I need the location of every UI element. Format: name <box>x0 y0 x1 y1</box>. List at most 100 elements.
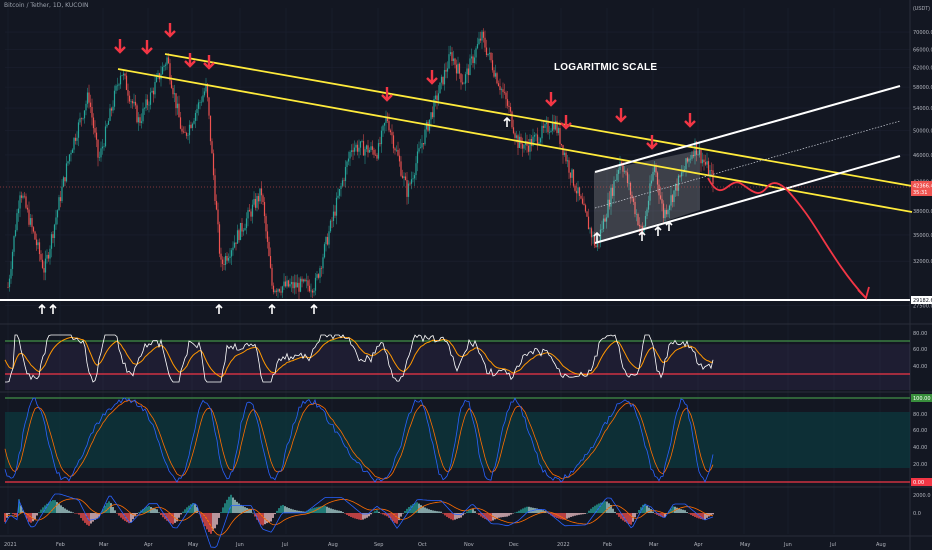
candle-body <box>337 195 339 198</box>
buy-arrow-head <box>665 220 673 226</box>
candle-body <box>224 256 227 265</box>
candle-body <box>389 130 392 133</box>
macd-histogram-bar <box>424 507 426 513</box>
candle-body <box>155 76 158 82</box>
macd-histogram-bar <box>570 513 572 517</box>
candle-body <box>118 84 120 86</box>
trend-lines[interactable] <box>0 53 913 301</box>
macd-histogram-bar <box>8 513 10 515</box>
candle-body <box>383 123 386 126</box>
candle-body <box>169 63 171 81</box>
candle-body <box>185 132 188 136</box>
candle-body <box>698 149 701 155</box>
candle-body <box>371 146 374 150</box>
macd-histogram-bar <box>66 509 68 513</box>
candle-body <box>400 161 402 176</box>
macd-histogram-bar <box>124 513 126 521</box>
candle-body <box>43 267 45 273</box>
macd-histogram-bar <box>590 508 592 513</box>
macd-histogram-bar <box>494 513 496 520</box>
candle-body <box>62 177 65 187</box>
candle-body <box>475 48 477 58</box>
candle-body <box>433 99 435 118</box>
macd-histogram-bar <box>272 513 274 518</box>
macd-histogram-bar <box>440 511 442 513</box>
macd-histogram-bar <box>290 508 292 513</box>
sell-arrow-head <box>426 77 438 85</box>
candle-body <box>137 117 140 123</box>
macd-histogram-bar <box>542 510 544 513</box>
macd-histogram-bar <box>18 499 20 513</box>
candle-body <box>146 99 149 106</box>
candle-body <box>533 135 536 137</box>
candle-body <box>671 195 674 203</box>
macd-histogram-bar <box>398 513 400 521</box>
macd-histogram-bar <box>390 513 392 520</box>
macd-histogram-bar <box>172 513 174 525</box>
macd-histogram-bar <box>38 512 40 513</box>
candle-body <box>103 146 105 147</box>
y-tick-label: 58000.0 <box>913 85 932 91</box>
macd-histogram-bar <box>20 505 22 513</box>
candle-body <box>290 281 293 285</box>
macd-histogram-bar <box>112 507 114 513</box>
candle-body <box>283 281 285 287</box>
candle-body <box>457 63 459 74</box>
candle-body <box>181 128 183 132</box>
macd-histogram-bar <box>648 507 650 513</box>
candle-body <box>700 149 702 164</box>
candle-body <box>151 90 153 93</box>
candle-body <box>278 289 281 292</box>
macd-histogram-bar <box>508 513 510 516</box>
candle-body <box>443 70 446 85</box>
indicator-bands <box>5 340 910 483</box>
candle-body <box>610 187 612 207</box>
macd-histogram-bar <box>576 513 578 516</box>
candle-body <box>148 104 150 106</box>
macd-histogram-bar <box>300 511 302 513</box>
candle-body <box>482 31 485 38</box>
candle-body <box>323 244 326 258</box>
macd-histogram-bar <box>500 513 502 518</box>
y-tick-label: 35000.0 <box>913 233 932 239</box>
candle-body <box>574 185 576 191</box>
rsi-tick-label: 40.00 <box>913 364 927 370</box>
candle-body <box>661 198 663 204</box>
candle-body <box>397 149 399 156</box>
macd-histogram-bar <box>94 513 96 520</box>
macd-histogram-bar <box>362 513 364 520</box>
candle-body <box>319 268 321 278</box>
candle-body <box>130 101 132 102</box>
candle-body <box>298 282 300 292</box>
candle-body <box>31 218 33 228</box>
macd-histogram-bar <box>522 508 524 513</box>
candle-body <box>86 92 89 104</box>
candle-body <box>701 159 704 164</box>
macd-histogram-bar <box>444 513 446 516</box>
macd-histogram-bar <box>452 513 454 521</box>
macd-histogram-bar <box>614 511 616 513</box>
log-scale-annotation: LOGARITMIC SCALE <box>554 62 658 73</box>
candle-body <box>374 154 377 156</box>
macd-histogram-bar <box>198 513 200 514</box>
candle-body <box>131 101 134 104</box>
macd-histogram-bar <box>336 510 338 513</box>
macd-histogram-bar <box>286 507 288 513</box>
candle-body <box>320 268 323 269</box>
candle-body <box>608 199 611 207</box>
macd-histogram-bar <box>510 513 512 515</box>
candle-body <box>124 73 126 76</box>
macd-histogram-bar <box>248 508 250 513</box>
macd-histogram-bar <box>448 513 450 519</box>
symbol-title: Bitcoin / Tether, 1D, KUCOIN <box>4 2 89 9</box>
macd-histogram-bar <box>540 509 542 513</box>
candle-body <box>109 108 111 121</box>
candle-body <box>688 158 690 162</box>
macd-histogram-bar <box>36 513 38 516</box>
stoch-d-line <box>4 399 714 480</box>
macd-histogram-bar <box>546 512 548 514</box>
candle-body <box>676 183 678 191</box>
macd-histogram-bar <box>50 501 52 513</box>
macd-histogram-bar <box>238 503 240 513</box>
